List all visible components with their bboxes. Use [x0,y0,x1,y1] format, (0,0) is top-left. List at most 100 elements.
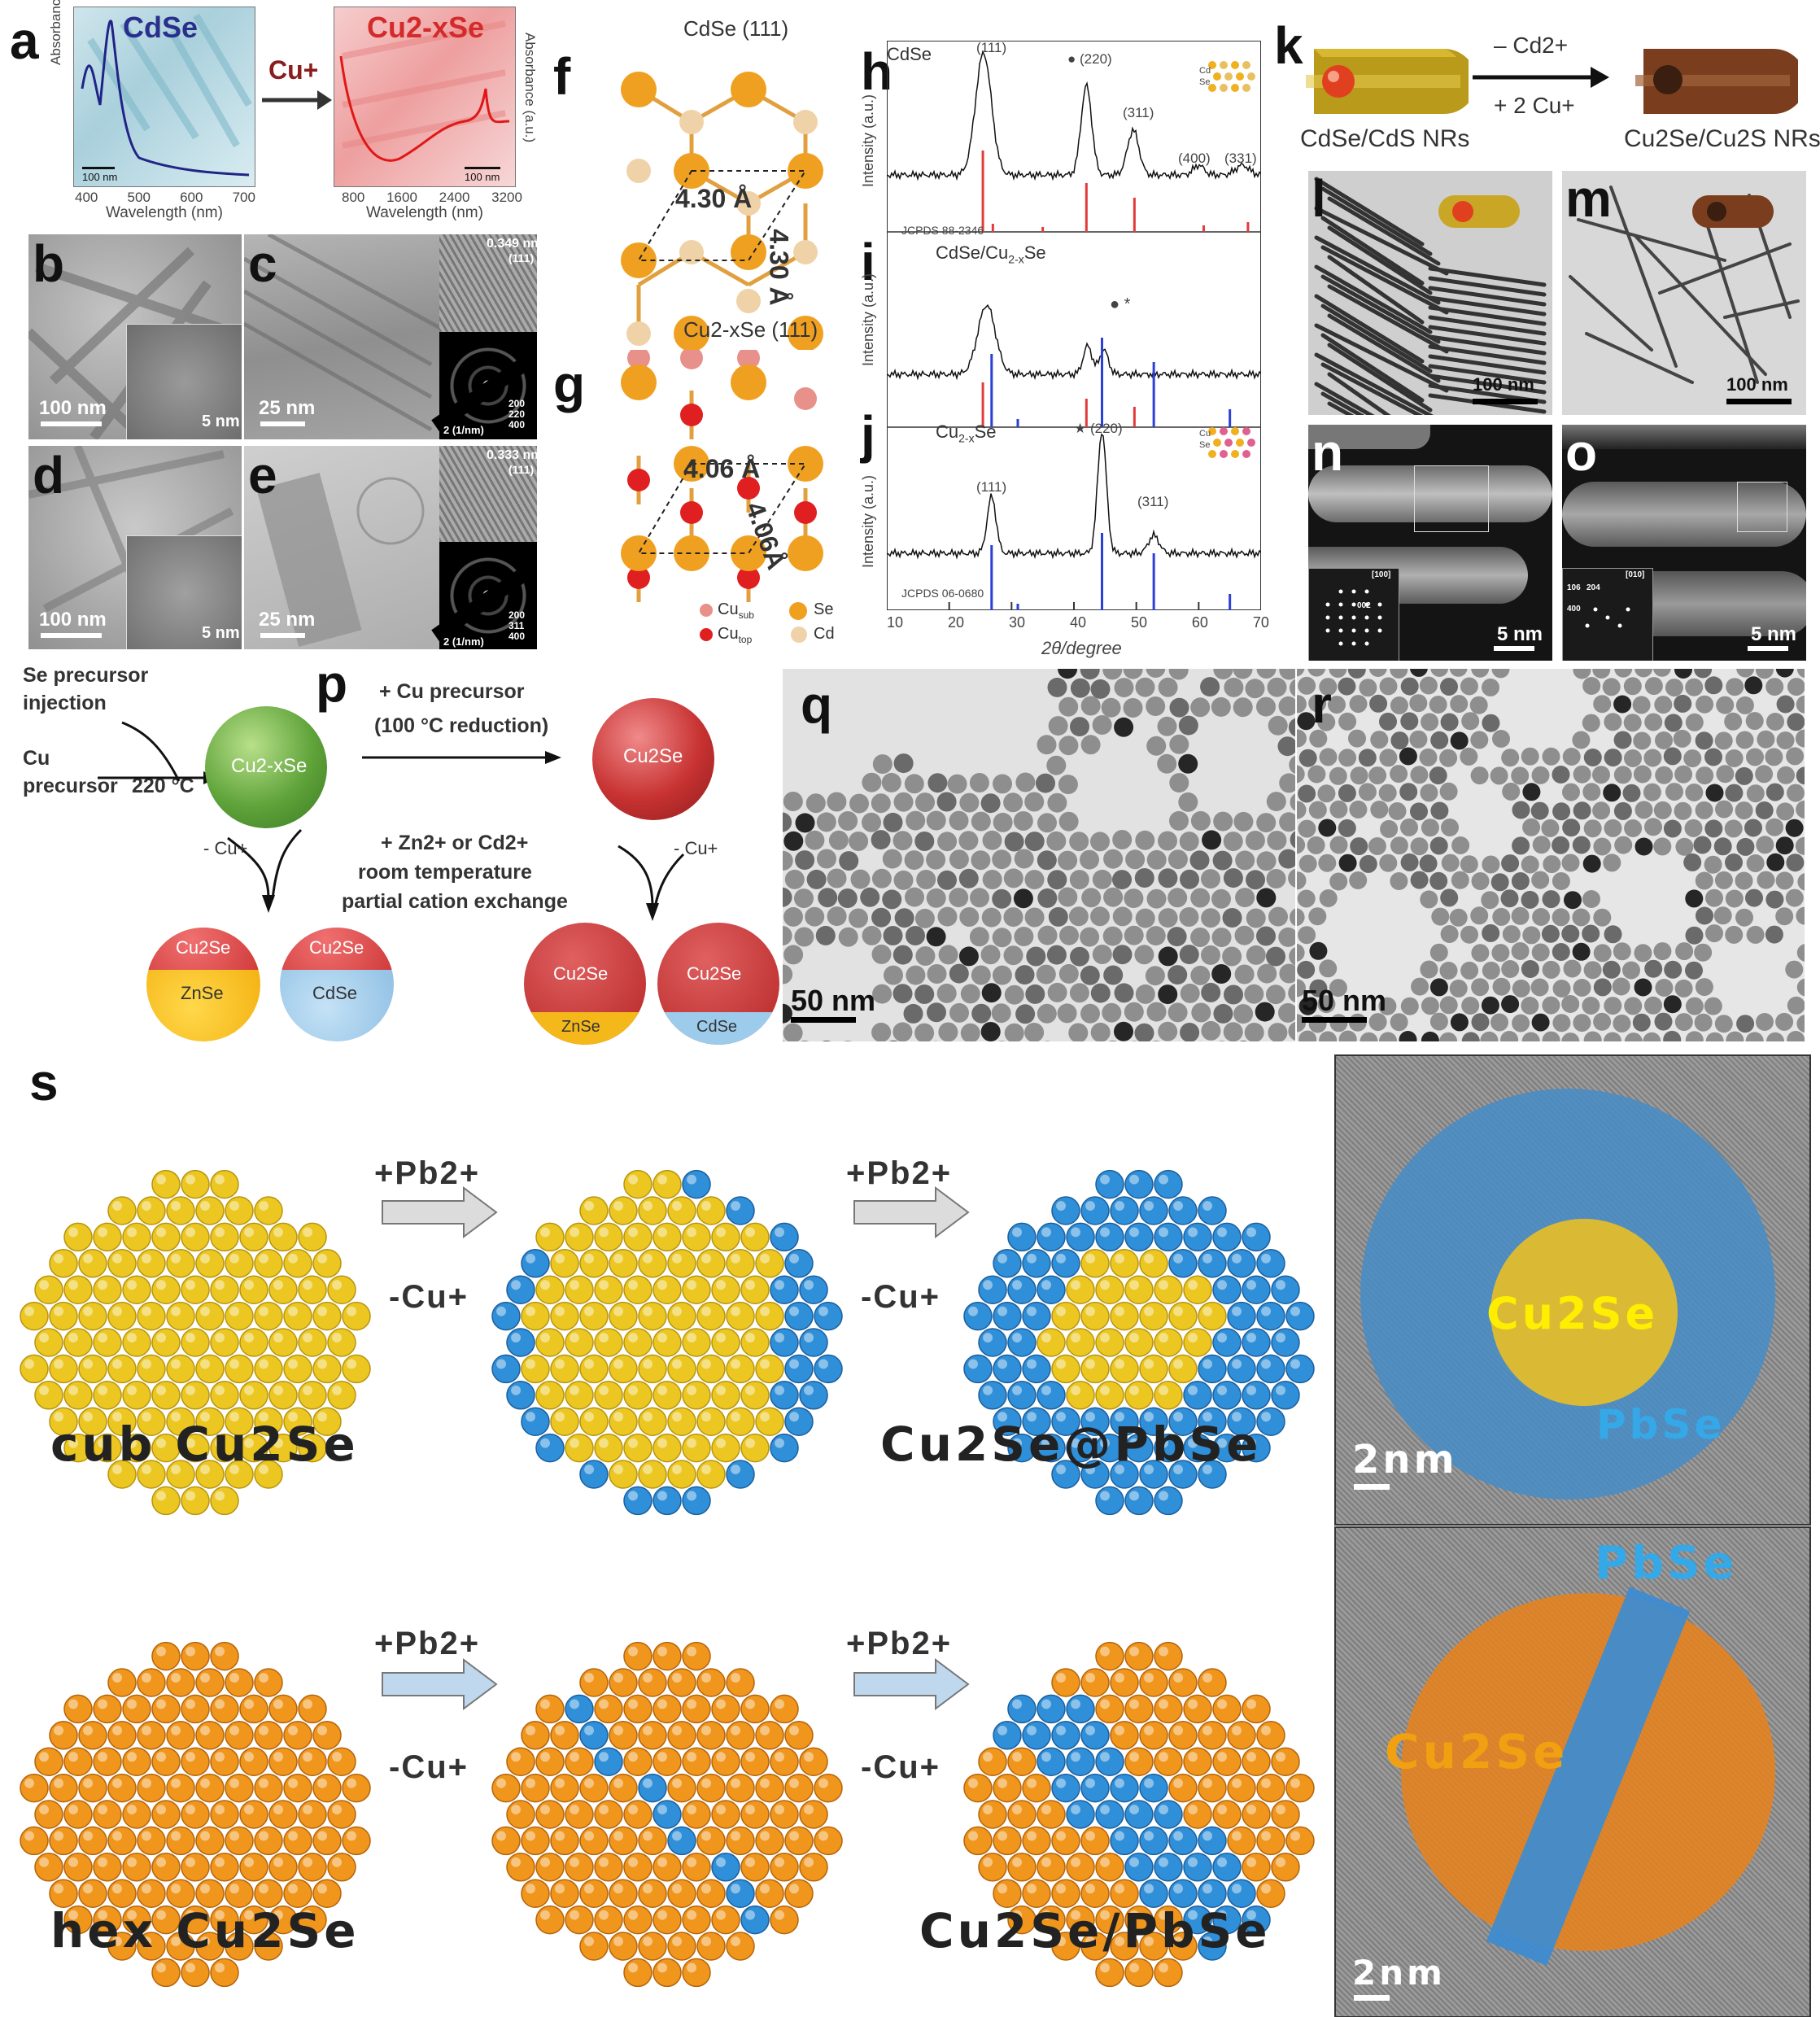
nanoparticle [1400,712,1419,731]
nanoparticle [1037,888,1058,908]
nanoparticle [1674,979,1693,998]
atom [784,1879,814,1908]
atom-dot [1242,427,1250,435]
nanoparticle [860,887,880,907]
atom [210,1694,239,1724]
nanoparticle [1158,946,1178,967]
nanoparticle [1298,784,1316,803]
nanoparticle [1135,984,1155,1004]
atom [195,1721,225,1750]
atom [1242,1328,1271,1357]
atom [1037,1905,1066,1935]
hr1-cu2se-label: Cu2Se [1486,1288,1659,1339]
nanoparticle [818,888,838,908]
nanoparticle [1696,766,1714,785]
nanoparticle [1329,800,1348,819]
fft-spots [1585,607,1630,628]
cu-sub-atom [794,387,817,410]
panel-d-scalebar [41,633,102,638]
atom [638,1668,667,1697]
cd-atom [793,110,818,134]
fft-spot [1338,628,1343,633]
atom [195,1879,225,1908]
panel-label-o: o [1565,423,1598,482]
atom [151,1328,181,1357]
nanoparticle [1673,729,1691,748]
nanoparticle [1604,713,1622,731]
fft-spot [1364,602,1369,607]
label-sub: 2-x [958,431,975,445]
nanoparticle [871,944,892,964]
atom [195,1932,225,1961]
atom [711,1381,740,1410]
atom [726,1879,755,1908]
nanoparticle [949,810,969,831]
nanoparticle [926,810,946,831]
nanoparticle [1461,997,1480,1015]
nanoparticle [1612,977,1630,996]
atom [755,1773,784,1803]
atom [491,1773,521,1803]
nanoparticle [1573,1014,1591,1033]
atom [1198,1407,1227,1436]
nanoparticle [1179,907,1199,927]
nanoparticle [1004,1023,1024,1041]
atom [166,1668,195,1697]
nanoparticle [1623,677,1642,696]
atom [210,1800,239,1829]
atom [151,1958,181,1988]
atom [682,1641,711,1671]
nanoparticle [1777,766,1795,784]
atom [799,1381,828,1410]
nanoparticle [1058,696,1079,717]
atom [1095,1222,1124,1252]
nanoparticle [1624,819,1643,837]
rod [1562,425,1806,449]
atom [770,1275,799,1304]
atom [1007,1275,1037,1304]
atom [181,1169,210,1199]
nanoparticle [1776,731,1795,749]
atom [298,1433,327,1463]
nanoparticle [893,831,913,851]
atom [711,1694,740,1724]
nanoparticle [1726,678,1744,696]
nanoparticle [1561,854,1580,872]
nanoparticle [783,792,803,811]
nanoparticle [1775,907,1794,926]
atom [151,1694,181,1724]
nanorod [1314,294,1425,364]
nanoparticle [915,792,935,813]
atom [1256,1354,1285,1384]
tick: 60 [1191,614,1208,631]
nanoparticle [1090,906,1110,927]
nanoparticle [1268,906,1288,927]
nanoparticle [1400,677,1419,696]
nanoparticle [1796,800,1805,819]
nanoparticle [1146,696,1166,716]
nanoparticle [1582,997,1600,1015]
unit-cell [637,170,807,261]
atom [784,1354,814,1384]
xrd-h-legend: Cd Se [1199,65,1211,89]
panel-label-c: c [248,234,277,293]
xrd-peak-311: (311) [1123,105,1154,120]
nanoparticle [1222,908,1242,928]
atom [1007,1328,1037,1357]
atom [1124,1905,1154,1935]
atom [1139,1879,1168,1908]
atom-dot [1231,450,1239,458]
nanoparticle [1037,925,1058,945]
nanoparticle [1420,784,1438,802]
se-atom [788,535,823,571]
atom [78,1301,107,1331]
p-se-precursor: Se precursor [23,664,149,687]
p-reduction: (100 °C reduction) [374,714,549,737]
atom-dot [1213,439,1221,447]
label-text: Cu [936,421,959,442]
atom [784,1773,814,1803]
atom [254,1301,283,1331]
atom [682,1275,711,1304]
atom [682,1328,711,1357]
cu-top-atom [794,501,817,524]
